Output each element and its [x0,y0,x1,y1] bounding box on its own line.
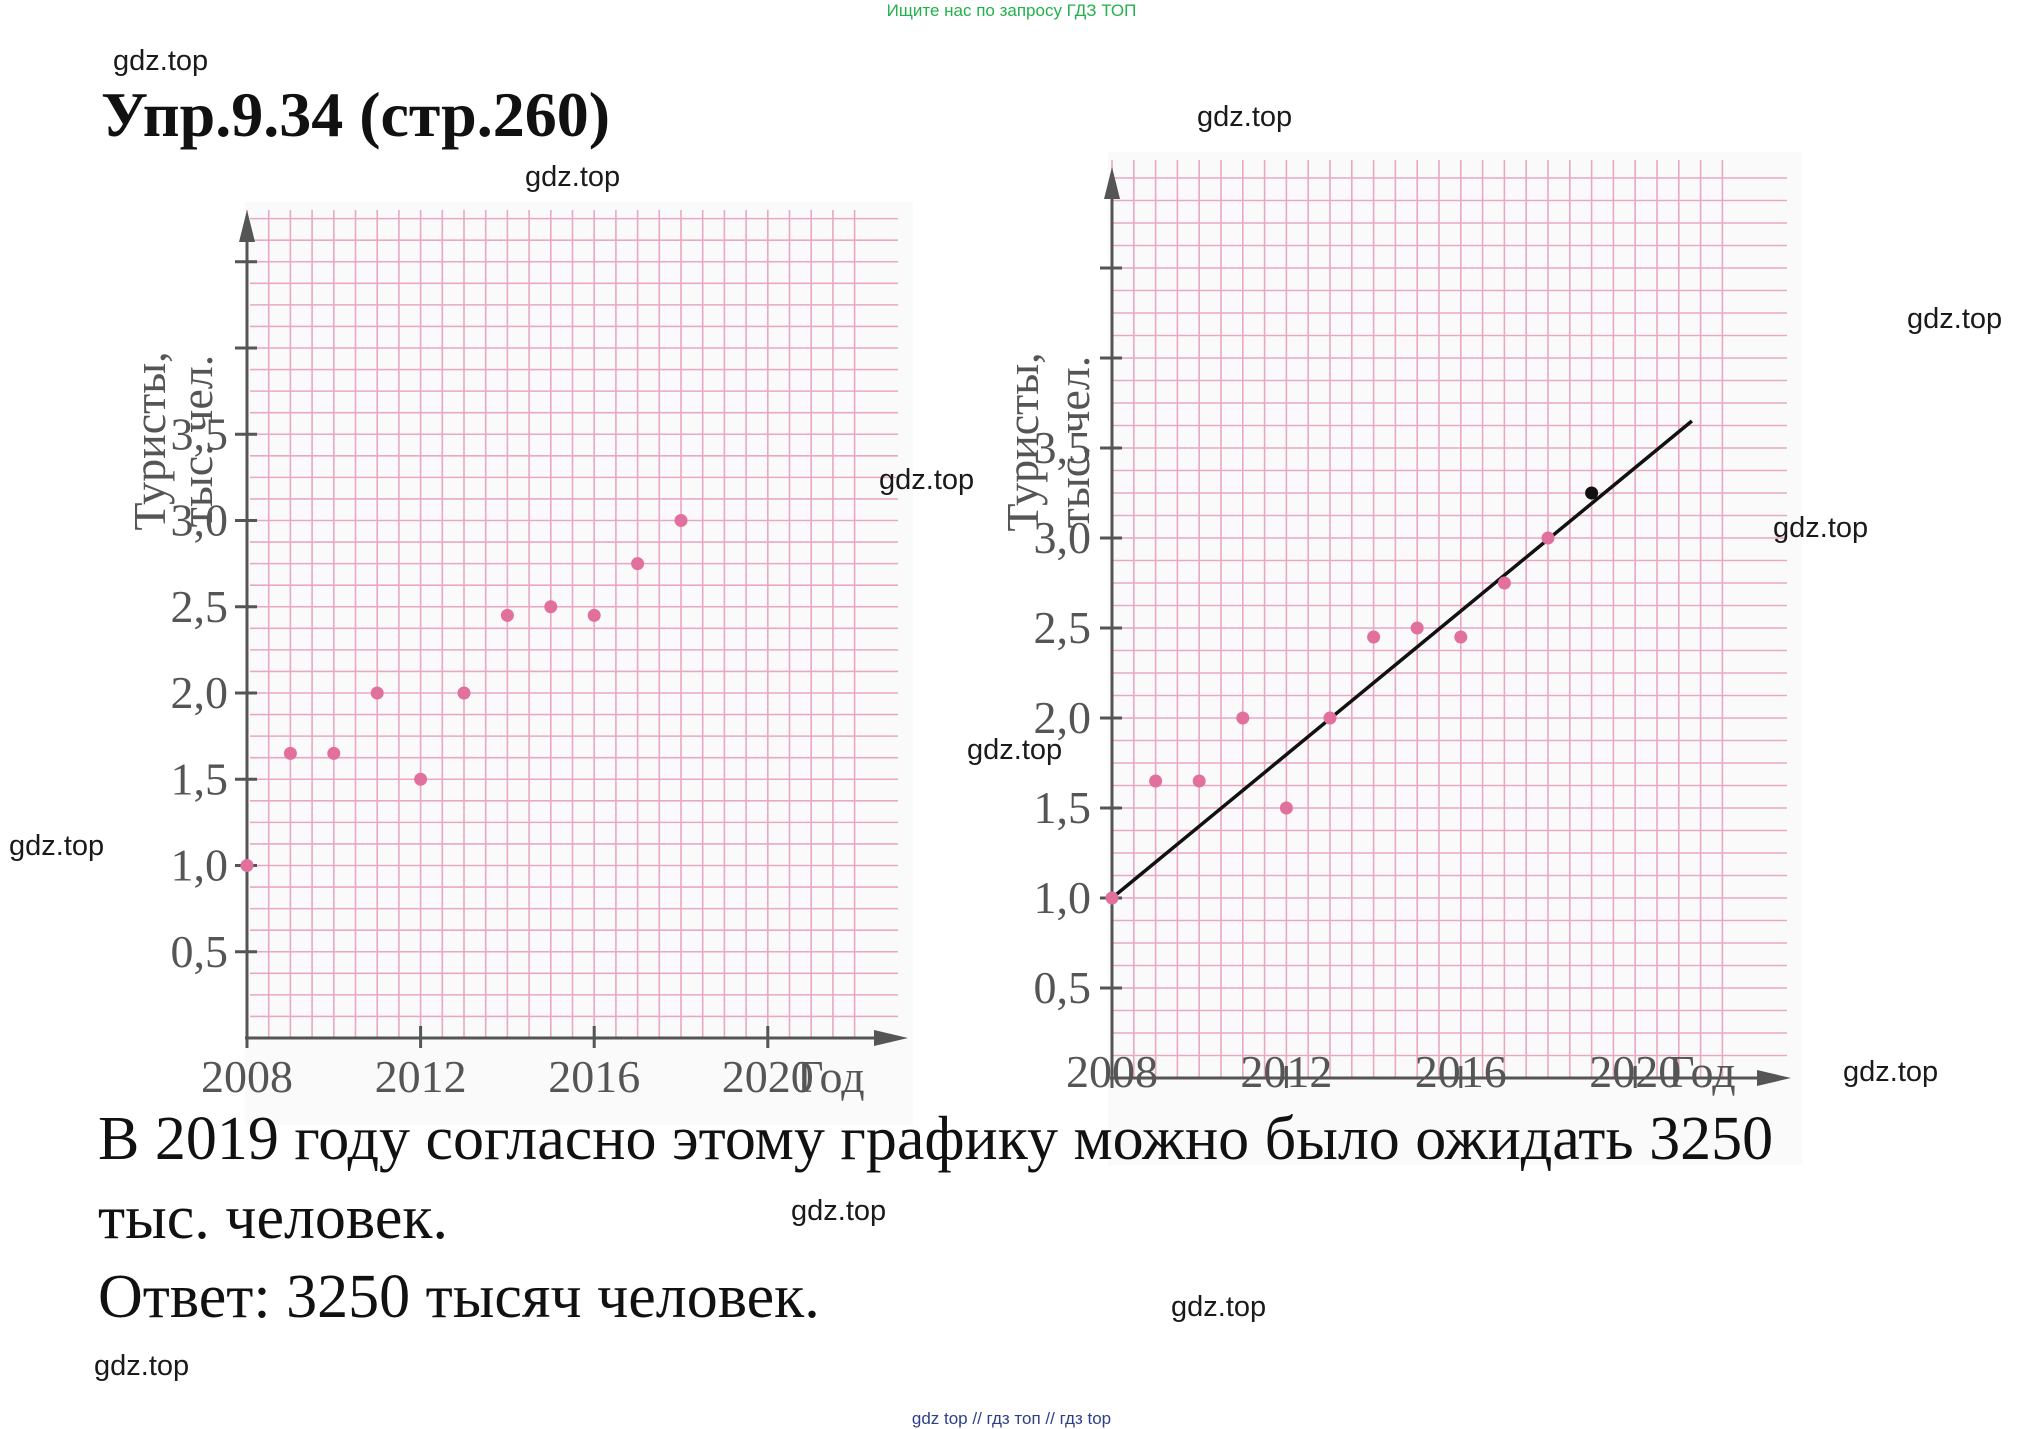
grid [246,210,898,1039]
page-title: Упр.9.34 (стр.260) [101,79,611,150]
footer-link[interactable]: гдз топ [986,1409,1041,1428]
y-axis-arrow [239,210,255,242]
watermark: gdz.top [967,734,1063,766]
data-point [631,557,645,571]
watermark: gdz.top [791,1195,887,1227]
watermark: gdz.top [525,161,621,193]
y-tick-label: 1,0 [1034,872,1092,923]
data-point [587,608,601,622]
watermark: gdz.top [1197,101,1293,133]
y-tick-label: 2,0 [1034,692,1092,743]
watermark: gdz.top [9,830,105,862]
footer-link[interactable]: гдз top [1059,1409,1112,1428]
data-point [1497,576,1511,590]
x-tick-label: 2020 [1589,1046,1681,1097]
y-axis-arrow [1104,167,1120,199]
y-tick-label: 1,5 [1034,782,1092,833]
x-axis-label: Год [1668,1046,1736,1097]
y-tick-label: 2,5 [1034,602,1092,653]
data-point [1279,801,1293,815]
watermark: gdz.top [1773,512,1869,544]
plot-background [1108,152,1802,1165]
data-point [544,600,558,614]
search-banner[interactable]: Ищите нас по запросу ГДЗ ТОП [886,1,1137,20]
y-axis-label: тыс. чел. [171,355,222,527]
x-tick-label: 2016 [1415,1046,1507,1097]
chart-2: 0,5 1,0 1,5 2,0 2,5 3,0 3,5 2008 2012 2016 2020Год… [997,152,1802,1165]
y-tick-label: 3,0 [171,495,229,546]
y-axis-label: Туристы, [124,351,175,530]
data-point [414,772,428,786]
y-tick-label: 2,5 [171,581,229,632]
data-point [1105,891,1119,905]
y-tick-label: 3,5 [171,408,229,459]
x-axis-arrow [874,1030,908,1046]
y-axis-label: Туристы, [997,352,1048,531]
watermark: gdz.top [1907,303,2003,335]
y-tick-label: 1,0 [171,840,229,891]
data-point [1236,711,1250,725]
data-point [500,608,514,622]
y-tick-label: 1,5 [171,753,229,804]
watermark: gdz.top [1171,1291,1267,1323]
x-tick-label: 2008 [201,1051,293,1102]
y-tick-label: 3,0 [1034,512,1092,563]
grid [1111,160,1787,1079]
predicted-point [1585,486,1599,500]
data-point [370,686,384,700]
footer-links: gdz top // гдз топ // гдз top [0,1409,2023,1429]
watermark: gdz.top [113,45,209,77]
x-axis-arrow [1757,1070,1791,1086]
y-tick-label: 2,0 [171,667,229,718]
answer-line-1: В 2019 году согласно этому графику можно… [98,1105,1774,1173]
x-tick-label: 2016 [548,1051,640,1102]
data-point [1410,621,1424,635]
x-tick-label: 2012 [1240,1046,1332,1097]
data-point [1192,774,1206,788]
y-tick-label: 3,5 [1034,422,1092,473]
data-point [1323,711,1337,725]
trend-line [1110,419,1693,900]
answer-line-3: Ответ: 3250 тысяч человек. [98,1263,820,1331]
data-point [283,746,297,760]
data-point [457,686,471,700]
footer-link[interactable]: gdz top [911,1409,968,1428]
footer-separator: // [972,1409,982,1428]
data-point [674,514,688,527]
answer-line-2: тыс. человек. [98,1184,448,1252]
y-tick-label: 0,5 [1034,962,1092,1013]
x-tick-label: 2020 [722,1051,814,1102]
data-point [240,859,254,872]
plot-background [245,202,913,1125]
x-tick-label: 2008 [1066,1046,1158,1097]
data-point [1149,774,1163,788]
watermark: gdz.top [1843,1056,1939,1088]
data-point [1367,630,1381,644]
watermark: gdz.top [94,1350,190,1382]
x-axis-label: Год [797,1051,865,1102]
data-point [1541,531,1555,545]
footer-separator: // [1045,1409,1055,1428]
watermark: gdz.top [879,464,975,496]
y-tick-label: 0,5 [171,926,229,977]
data-point [1454,630,1468,644]
chart-1: 0,5 1,0 1,5 2,0 2,5 3,0 3,5 2008 2012 2016 2020Год… [124,202,913,1125]
x-tick-label: 2012 [375,1051,467,1102]
data-point [327,746,341,760]
y-axis-label: тыс. чел. [1048,356,1099,528]
